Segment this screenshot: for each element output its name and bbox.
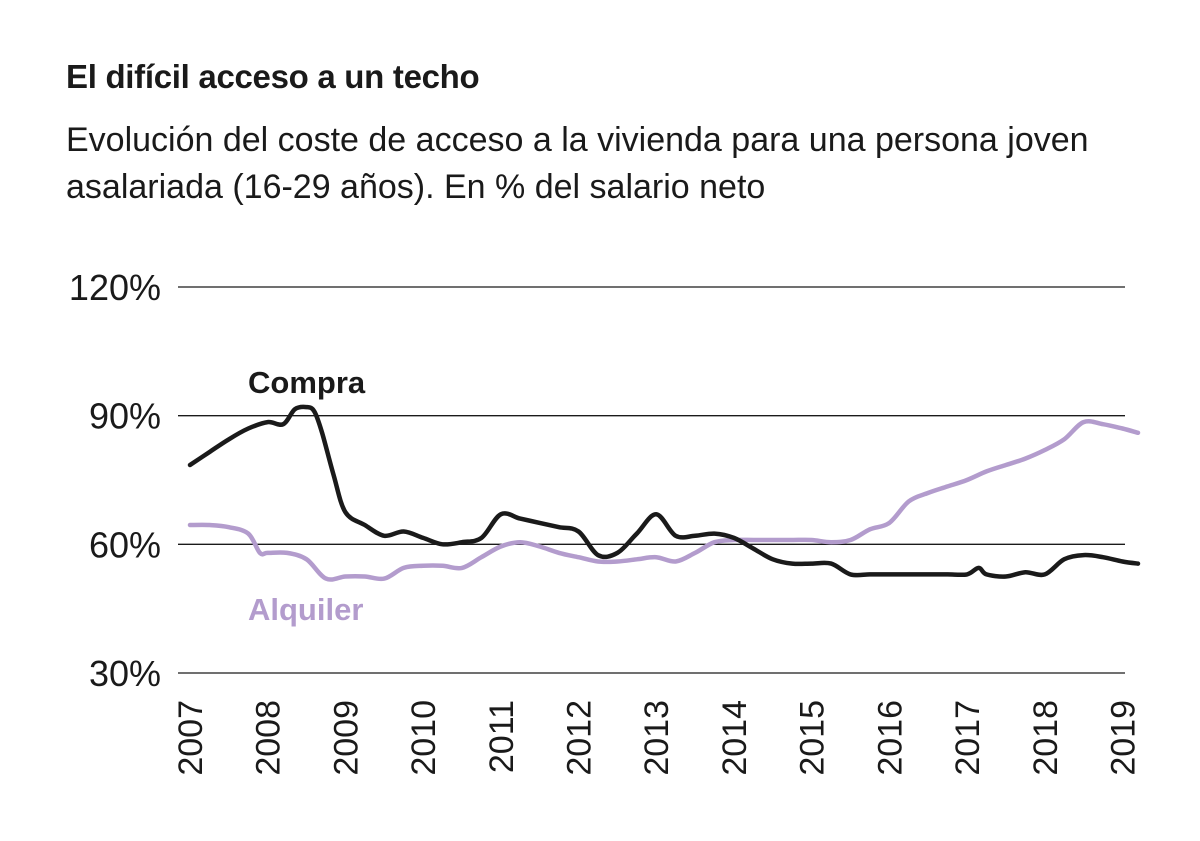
gridlines — [178, 286, 1125, 674]
x-tick-label: 2012 — [561, 700, 599, 776]
series-line-compra — [187, 404, 1141, 579]
x-tick-label: 2014 — [716, 700, 754, 776]
y-tick-label: 30% — [89, 653, 161, 694]
y-tick-label: 90% — [89, 396, 161, 437]
y-tick-label: 120% — [69, 267, 161, 308]
x-tick-label: 2016 — [871, 700, 909, 776]
series-line-alquiler — [187, 418, 1141, 582]
series-label-compra: Compra — [248, 365, 366, 400]
x-tick-label: 2013 — [638, 700, 676, 776]
x-tick-label: 2009 — [327, 700, 365, 776]
x-tick-label: 2010 — [405, 700, 443, 776]
x-tick-label: 2007 — [172, 700, 210, 776]
x-tick-label: 2019 — [1104, 700, 1142, 776]
series-lines — [187, 404, 1141, 582]
y-tick-label: 60% — [89, 524, 161, 565]
series-label-alquiler: Alquiler — [248, 592, 363, 627]
x-tick-label: 2008 — [250, 700, 288, 776]
x-tick-label: 2011 — [483, 700, 521, 773]
chart-title: El difícil acceso a un techo — [66, 58, 480, 95]
x-tick-label: 2017 — [949, 700, 987, 776]
x-axis-ticks: 2007 2008 2009 2010 2011 2012 2013 2014 2015 2016… — [172, 700, 1142, 776]
y-axis-ticks: 30% 60% 90% 120% — [69, 267, 161, 694]
chart-subtitle: Evolución del coste de acceso a la vivie… — [66, 121, 1089, 206]
x-tick-label: 2015 — [794, 700, 832, 776]
x-tick-label: 2018 — [1027, 700, 1065, 776]
